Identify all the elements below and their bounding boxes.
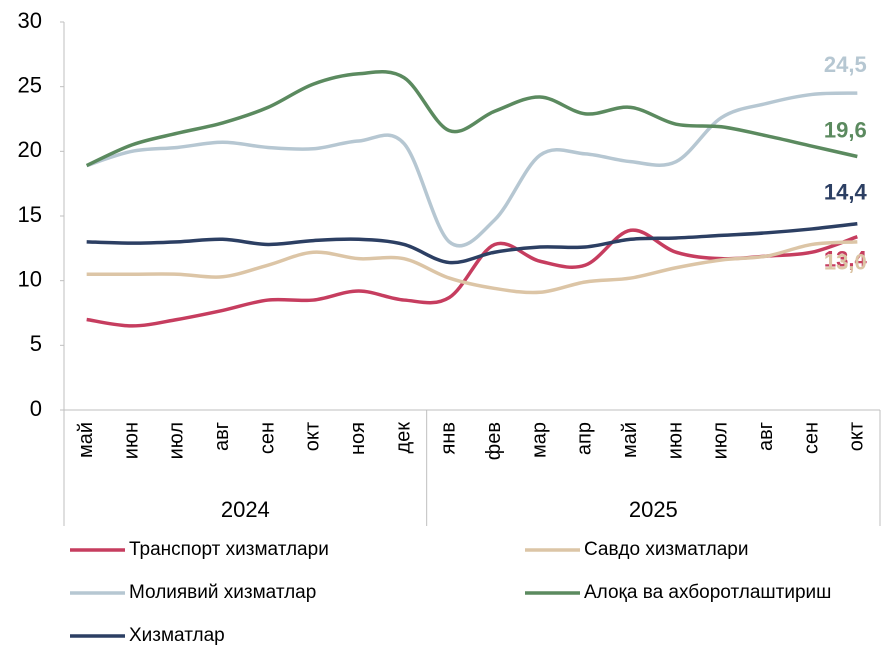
y-tick-label: 30: [18, 8, 42, 33]
legend-label: Савдо хизматлари: [584, 539, 748, 560]
x-tick-label: фев: [483, 422, 505, 460]
x-tick-label: авг: [755, 422, 777, 451]
series-line: [86, 240, 858, 295]
x-tick-label: ноя: [347, 422, 369, 455]
x-tick-label: авг: [211, 422, 233, 451]
x-tick-label: янв: [438, 422, 460, 455]
year-label: 2024: [221, 497, 270, 522]
x-tick-label: окт: [302, 422, 324, 451]
x-tick-label: сен: [256, 422, 278, 454]
y-tick-label: 10: [18, 266, 42, 291]
x-tick-label: май: [75, 422, 97, 458]
legend-label: Транспорт хизматлари: [129, 539, 329, 560]
x-tick-label: сен: [800, 422, 822, 454]
data-label: 14,4: [824, 180, 868, 205]
x-tick-label: июн: [120, 422, 142, 459]
x-tick-label: июл: [166, 422, 188, 459]
y-tick-label: 15: [18, 202, 42, 227]
x-tick-label: апр: [574, 422, 596, 455]
data-label: 19,6: [824, 117, 867, 142]
legend-label: Молиявий хизматлар: [129, 582, 316, 603]
data-label: 13,4: [824, 247, 868, 272]
y-tick-label: 25: [18, 72, 42, 97]
x-tick-label: окт: [846, 422, 868, 451]
x-tick-label: май: [619, 422, 641, 458]
series-line: [86, 91, 858, 248]
x-tick-label: мар: [528, 422, 550, 458]
x-tick-label: июл: [710, 422, 732, 459]
series-line: [85, 69, 858, 168]
legend-label: Хизматлар: [129, 625, 225, 646]
legend-label: Алоқа ва ахборотлаштириш: [584, 582, 831, 603]
year-label: 2025: [629, 497, 678, 522]
y-tick-label: 20: [18, 137, 42, 162]
series-line: [86, 222, 858, 265]
x-tick-label: июн: [664, 422, 686, 459]
y-tick-label: 0: [30, 396, 42, 421]
data-label: 24,5: [824, 52, 867, 77]
data-label: 13,0: [824, 250, 867, 275]
x-tick-label: дек: [392, 422, 414, 454]
y-tick-label: 5: [30, 331, 42, 356]
